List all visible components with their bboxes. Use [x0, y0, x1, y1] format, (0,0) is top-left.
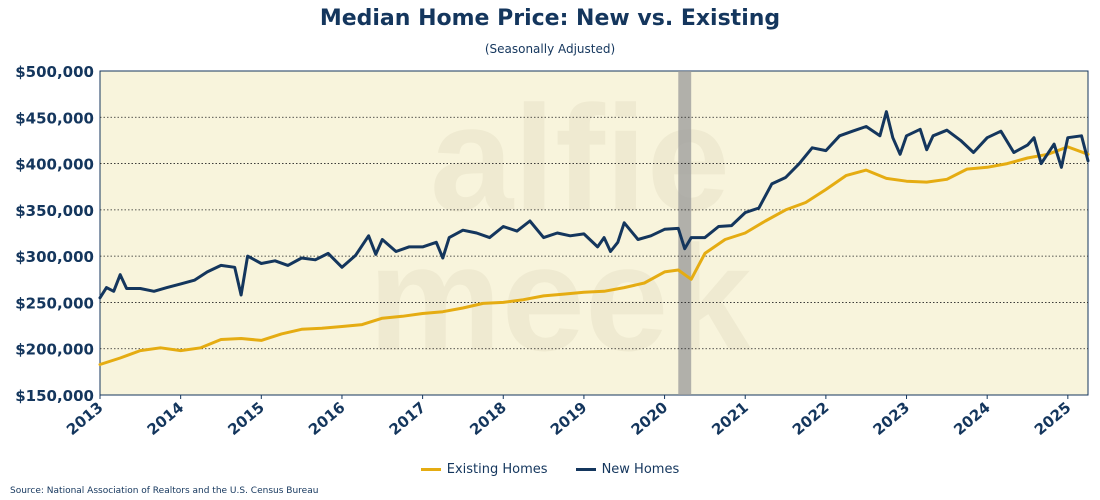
x-tick-label: 2017: [386, 398, 430, 439]
y-tick-label: $450,000: [15, 109, 94, 127]
series-lines: [98, 110, 1090, 366]
y-tick-label: $350,000: [15, 202, 94, 220]
y-tick-label: $150,000: [15, 387, 94, 405]
y-tick-label: $300,000: [15, 248, 94, 266]
x-tick-label: 2023: [870, 398, 914, 439]
x-tick-label: 2015: [224, 398, 268, 439]
x-tick-label: 2016: [305, 398, 349, 439]
x-tick-label: 2020: [628, 398, 672, 439]
y-tick-label: $400,000: [15, 156, 94, 174]
x-tick-label: 2022: [789, 398, 833, 439]
recession-band: [678, 71, 692, 395]
legend-item-existing: Existing Homes: [420, 462, 548, 477]
x-tick-label: 2021: [708, 398, 752, 439]
y-axis: $150,000 $200,000 $250,000 $300,000 $350,000…: [15, 63, 94, 405]
source-note: Source: National Association of Realtors…: [10, 486, 319, 496]
legend-label-new: New Homes: [601, 462, 680, 477]
legend-item-new: New Homes: [575, 462, 680, 477]
grid-lines: [100, 116, 1088, 350]
legend-label-existing: Existing Homes: [446, 462, 548, 477]
plot-background: [99, 70, 1089, 396]
series-line-new-homes: [98, 110, 1090, 300]
x-tick-label: 2018: [466, 398, 510, 439]
x-tick-label: 2019: [547, 398, 591, 439]
legend-swatch-existing: [420, 468, 441, 471]
legend: Existing Homes New Homes: [0, 462, 1100, 477]
plot-area: [99, 70, 1089, 396]
series-line-existing-homes: [98, 145, 1090, 366]
x-tick-label: 2014: [144, 398, 188, 439]
x-tick-label: 2024: [950, 398, 994, 439]
y-tick-label: $200,000: [15, 341, 94, 359]
chart-subtitle: (Seasonally Adjusted): [484, 42, 616, 56]
legend-swatch-new: [575, 468, 596, 471]
line-chart: alfie meek $150,000$200,000$250,000$300,…: [15, 63, 1090, 439]
y-tick-label: $500,000: [15, 63, 94, 81]
recession-shading: [678, 71, 692, 395]
chart-title: Median Home Price: New vs. Existing: [319, 6, 781, 31]
y-tick-label: $250,000: [15, 294, 94, 312]
x-tick-label: 2025: [1031, 398, 1075, 439]
svg-text:meek: meek: [368, 214, 752, 382]
x-axis: 2013 2014 2015 2016 2017 2018 2019 2020 2021 2022…: [63, 395, 1074, 439]
